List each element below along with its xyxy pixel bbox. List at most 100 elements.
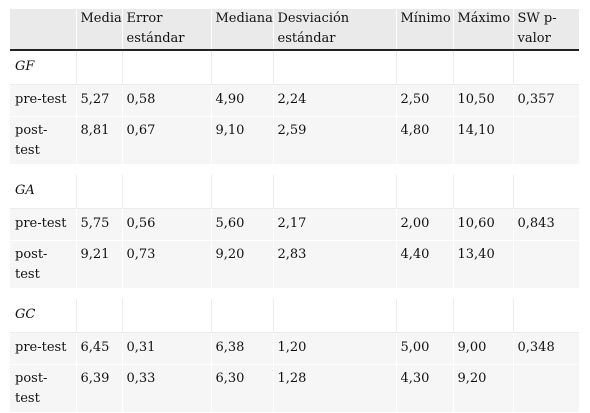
row-label: post-test: [10, 240, 76, 289]
value-cell: 2,83: [272, 240, 396, 289]
table-row: post-test 9,21 0,73 9,20 2,83 4,40 13,40: [10, 240, 579, 289]
spacer-cell: [122, 288, 211, 299]
value-cell: 0,31: [121, 332, 211, 365]
value-cell: [512, 240, 579, 289]
empty-cell: [210, 298, 273, 333]
value-cell: 9,21: [75, 240, 122, 289]
value-cell: 9,20: [452, 364, 513, 413]
spacer-cell: [396, 288, 453, 299]
empty-cell: [121, 174, 211, 209]
header-cell: Máximo: [452, 9, 513, 51]
header-row: Media Error estándar Mediana Desviación …: [10, 9, 579, 51]
spacer-cell: [273, 164, 396, 175]
value-cell: 10,60: [452, 208, 513, 241]
empty-cell: [75, 50, 122, 85]
spacer-cell: [10, 288, 76, 299]
group-row: GA: [10, 174, 579, 209]
row-label: pre-test: [10, 332, 76, 365]
value-cell: 14,10: [452, 116, 513, 165]
empty-cell: [452, 50, 513, 85]
empty-cell: [210, 50, 273, 85]
spacer-cell: [76, 164, 122, 175]
group-name: GC: [10, 298, 76, 333]
value-cell: 6,45: [75, 332, 122, 365]
table-row: post-test 6,39 0,33 6,30 1,28 4,30 9,20: [10, 364, 579, 413]
empty-cell: [272, 298, 396, 333]
value-cell: 8,81: [75, 116, 122, 165]
group-name: GA: [10, 174, 76, 209]
value-cell: 2,17: [272, 208, 396, 241]
value-cell: 9,00: [452, 332, 513, 365]
empty-cell: [452, 174, 513, 209]
spacer-cell: [513, 164, 579, 175]
empty-cell: [75, 298, 122, 333]
value-cell: 1,20: [272, 332, 396, 365]
header-cell: SW p-valor: [512, 9, 579, 51]
table-row: pre-test 5,75 0,56 5,60 2,17 2,00 10,60 0,843: [10, 208, 579, 241]
group-row: GF: [10, 50, 579, 85]
value-cell: 4,80: [395, 116, 453, 165]
header-cell: Media: [75, 9, 122, 51]
value-cell: 5,27: [75, 84, 122, 117]
empty-cell: [512, 50, 579, 85]
value-cell: 5,60: [210, 208, 273, 241]
header-cell: Mínimo: [395, 9, 453, 51]
empty-cell: [452, 298, 513, 333]
value-cell: 0,67: [121, 116, 211, 165]
value-cell: 1,28: [272, 364, 396, 413]
value-cell: 2,00: [395, 208, 453, 241]
value-cell: [512, 116, 579, 165]
spacer-cell: [513, 288, 579, 299]
table-row: post-test 8,81 0,67 9,10 2,59 4,80 14,10: [10, 116, 579, 165]
spacer-cell: [211, 164, 273, 175]
value-cell: 0,73: [121, 240, 211, 289]
value-cell: 13,40: [452, 240, 513, 289]
value-cell: 0,357: [512, 84, 579, 117]
header-cell: Mediana: [210, 9, 273, 51]
row-label: pre-test: [10, 84, 76, 117]
empty-cell: [512, 174, 579, 209]
empty-cell: [512, 298, 579, 333]
spacer-cell: [122, 164, 211, 175]
value-cell: 4,90: [210, 84, 273, 117]
value-cell: 0,58: [121, 84, 211, 117]
value-cell: 2,24: [272, 84, 396, 117]
spacer-row: [10, 164, 579, 175]
spacer-cell: [10, 164, 76, 175]
value-cell: 4,40: [395, 240, 453, 289]
empty-cell: [75, 174, 122, 209]
value-cell: 0,56: [121, 208, 211, 241]
value-cell: 5,75: [75, 208, 122, 241]
empty-cell: [395, 298, 453, 333]
value-cell: 2,59: [272, 116, 396, 165]
spacer-cell: [396, 164, 453, 175]
value-cell: 6,30: [210, 364, 273, 413]
empty-cell: [121, 298, 211, 333]
empty-cell: [395, 174, 453, 209]
table-row: pre-test 5,27 0,58 4,90 2,24 2,50 10,50 0,357: [10, 84, 579, 117]
empty-cell: [272, 174, 396, 209]
row-label: pre-test: [10, 208, 76, 241]
value-cell: 6,39: [75, 364, 122, 413]
group-row: GC: [10, 298, 579, 333]
value-cell: 10,50: [452, 84, 513, 117]
value-cell: 0,33: [121, 364, 211, 413]
spacer-cell: [273, 288, 396, 299]
table-row: pre-test 6,45 0,31 6,38 1,20 5,00 9,00 0,348: [10, 332, 579, 365]
value-cell: 5,00: [395, 332, 453, 365]
value-cell: 2,50: [395, 84, 453, 117]
empty-cell: [121, 50, 211, 85]
statistics-table: Media Error estándar Mediana Desviación …: [10, 9, 579, 413]
spacer-cell: [453, 288, 513, 299]
spacer-row: [10, 288, 579, 299]
header-cell: Error estándar: [121, 9, 211, 51]
row-label: post-test: [10, 116, 76, 165]
group-name: GF: [10, 50, 76, 85]
header-cell: [10, 9, 76, 51]
value-cell: 9,10: [210, 116, 273, 165]
value-cell: 4,30: [395, 364, 453, 413]
empty-cell: [272, 50, 396, 85]
empty-cell: [395, 50, 453, 85]
spacer-cell: [76, 288, 122, 299]
row-label: post-test: [10, 364, 76, 413]
